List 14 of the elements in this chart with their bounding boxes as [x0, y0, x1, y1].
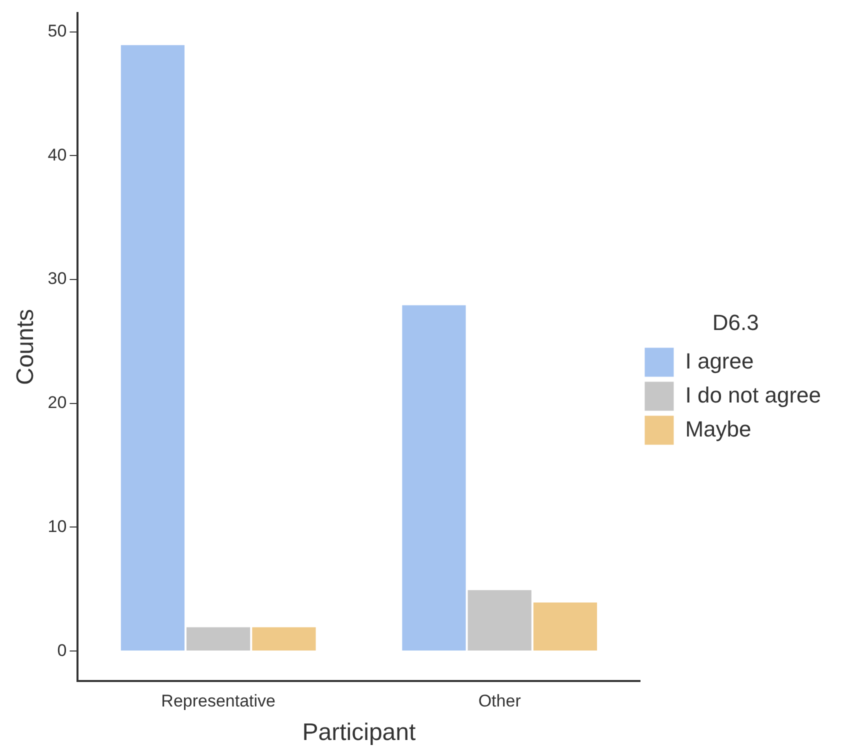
y-tick-label: 30	[48, 269, 67, 288]
x-tick-label: Representative	[161, 692, 276, 711]
y-tick-label: 10	[48, 516, 67, 536]
legend-label: I agree	[685, 348, 754, 374]
legend-label: Maybe	[685, 416, 752, 442]
legend-label: I do not agree	[685, 382, 822, 408]
y-tick-label: 20	[48, 393, 67, 412]
x-tick-label: Other	[478, 692, 522, 711]
y-tick-label: 0	[57, 640, 67, 660]
y-tick-label: 50	[48, 21, 67, 40]
x-axis-title: Participant	[302, 719, 416, 746]
legend-title: D6.3	[712, 310, 759, 335]
y-axis-title: Counts	[12, 308, 40, 386]
y-tick-label: 40	[48, 145, 67, 164]
